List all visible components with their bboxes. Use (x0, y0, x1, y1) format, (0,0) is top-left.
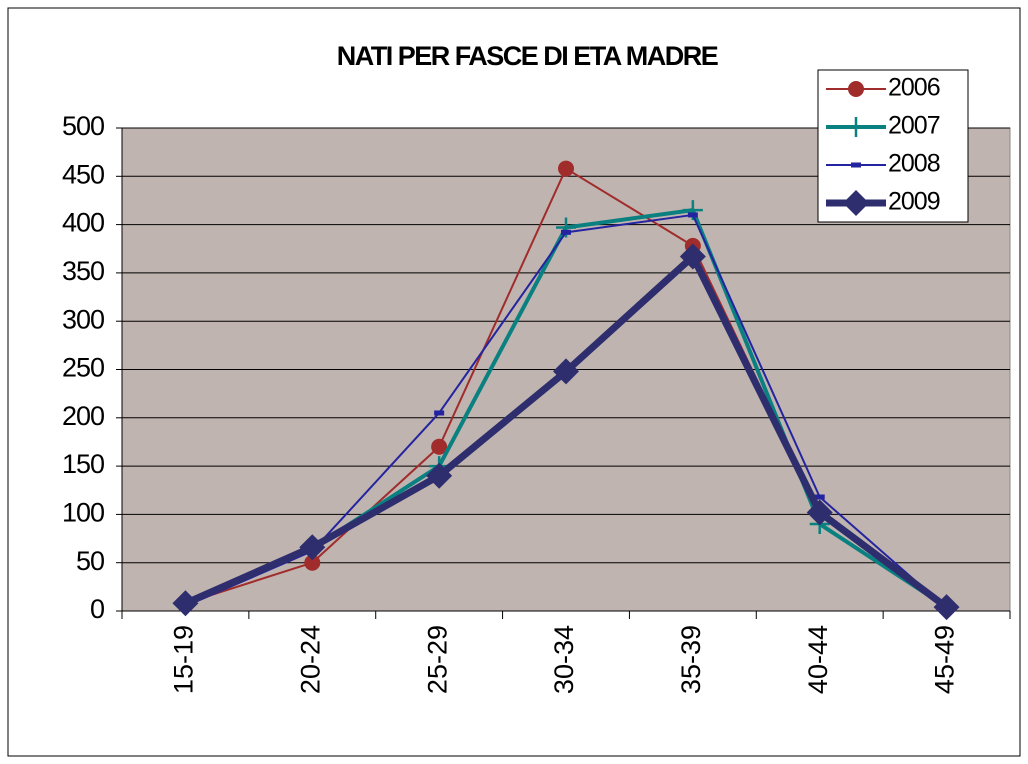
y-tick-label: 250 (62, 353, 104, 383)
point-marker (299, 534, 326, 561)
point-marker (558, 160, 574, 177)
y-tick-label: 200 (62, 401, 104, 431)
point-marker (431, 438, 448, 455)
legend-marker (848, 81, 864, 97)
legend-marker (843, 190, 869, 216)
x-tick-label: 35-39 (676, 625, 706, 694)
legend-label: 2007 (888, 112, 940, 140)
point-marker (687, 212, 698, 218)
point-marker (806, 499, 833, 526)
y-tick-label: 300 (62, 304, 104, 334)
point-marker (304, 554, 321, 571)
y-tick-label: 500 (62, 111, 104, 141)
x-tick-label: 25-29 (422, 625, 452, 694)
y-tick-label: 50 (76, 546, 104, 576)
y-tick-label: 400 (62, 208, 104, 238)
x-tick-label: 45-49 (930, 625, 960, 694)
x-tick-label: 40-44 (803, 625, 833, 694)
legend-marker (846, 117, 866, 137)
legend-label: 2009 (888, 188, 940, 216)
legend-marker (851, 162, 861, 168)
point-marker (434, 410, 445, 416)
y-tick-label: 450 (62, 159, 104, 189)
x-tick-label: 30-34 (549, 625, 579, 694)
legend-label: 2006 (888, 74, 940, 102)
chart-title: NATI PER FASCE DI ETA MADRE (337, 41, 718, 71)
point-marker (172, 590, 199, 617)
point-marker (933, 594, 960, 621)
y-tick-label: 100 (62, 498, 104, 528)
x-tick-label: 15-19 (169, 625, 199, 694)
point-marker (679, 243, 706, 270)
point-marker (426, 462, 453, 489)
y-tick-label: 0 (90, 594, 104, 624)
x-tick-label: 20-24 (295, 625, 325, 694)
y-tick-label: 350 (62, 256, 104, 286)
legend-box (817, 69, 969, 223)
legend-label: 2008 (888, 150, 940, 178)
point-marker (553, 358, 579, 385)
point-marker (814, 494, 825, 500)
y-tick-label: 150 (62, 449, 104, 479)
point-marker (561, 229, 571, 235)
